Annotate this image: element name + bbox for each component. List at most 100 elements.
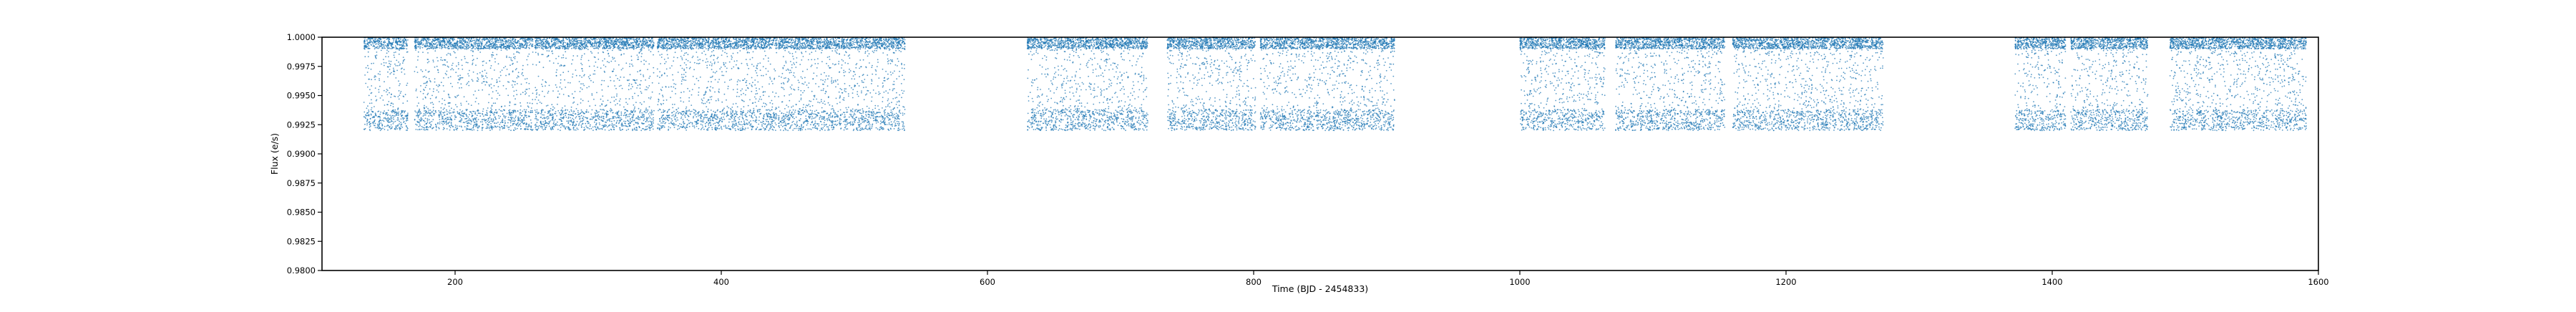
data-point bbox=[494, 61, 496, 63]
data-point bbox=[506, 55, 507, 57]
data-point bbox=[555, 84, 557, 86]
data-point bbox=[576, 41, 578, 42]
data-point bbox=[529, 39, 531, 41]
data-point bbox=[630, 59, 633, 62]
data-point bbox=[375, 47, 376, 49]
data-point bbox=[608, 39, 610, 41]
data-point bbox=[547, 123, 550, 125]
data-point bbox=[560, 74, 562, 76]
data-point bbox=[544, 125, 545, 127]
data-point bbox=[389, 62, 390, 64]
data-point bbox=[489, 59, 491, 62]
data-point bbox=[399, 127, 401, 130]
data-point bbox=[528, 53, 530, 55]
data-point bbox=[537, 119, 540, 121]
data-point bbox=[459, 117, 462, 118]
data-point bbox=[393, 69, 395, 71]
data-point bbox=[390, 97, 392, 98]
data-point bbox=[495, 118, 497, 120]
data-point bbox=[516, 77, 518, 79]
data-point bbox=[381, 125, 384, 127]
data-point bbox=[580, 102, 582, 104]
data-point bbox=[418, 44, 419, 45]
data-point bbox=[397, 107, 399, 109]
data-point bbox=[693, 125, 696, 127]
data-point bbox=[419, 46, 421, 48]
data-point bbox=[547, 115, 549, 117]
data-point bbox=[508, 126, 510, 128]
data-point bbox=[750, 123, 752, 125]
data-point bbox=[375, 95, 376, 97]
data-point bbox=[477, 80, 479, 82]
data-point bbox=[444, 122, 445, 125]
data-point bbox=[535, 127, 537, 129]
data-point bbox=[582, 45, 584, 47]
data-point bbox=[586, 109, 587, 111]
data-point bbox=[628, 39, 630, 42]
data-point bbox=[406, 127, 408, 129]
data-point bbox=[605, 113, 608, 115]
data-point bbox=[545, 117, 547, 119]
data-point bbox=[490, 83, 492, 85]
data-point bbox=[561, 57, 562, 59]
data-point bbox=[395, 45, 396, 47]
data-point bbox=[604, 58, 605, 60]
data-point bbox=[434, 81, 436, 83]
data-point bbox=[431, 39, 434, 41]
data-point bbox=[524, 40, 526, 42]
data-point bbox=[554, 124, 555, 126]
data-point bbox=[498, 77, 500, 79]
data-point bbox=[638, 37, 640, 39]
data-point bbox=[530, 122, 532, 124]
data-point bbox=[444, 43, 446, 45]
data-point bbox=[615, 99, 617, 101]
data-point bbox=[420, 112, 422, 114]
data-point bbox=[550, 107, 552, 109]
data-point bbox=[483, 45, 485, 47]
data-point bbox=[726, 67, 728, 69]
data-point bbox=[514, 120, 517, 122]
data-point bbox=[620, 117, 622, 119]
data-point bbox=[576, 42, 578, 44]
data-point bbox=[643, 42, 645, 44]
data-point bbox=[625, 125, 628, 127]
data-point bbox=[605, 39, 608, 42]
data-point bbox=[440, 41, 442, 43]
data-point bbox=[477, 130, 479, 132]
data-point bbox=[653, 117, 654, 119]
data-point bbox=[467, 38, 469, 39]
data-point bbox=[545, 105, 547, 107]
data-point bbox=[620, 123, 623, 125]
data-point bbox=[643, 76, 645, 77]
data-point bbox=[421, 70, 424, 72]
data-point bbox=[561, 64, 562, 67]
data-point bbox=[436, 57, 438, 59]
data-point bbox=[404, 42, 406, 44]
data-point bbox=[459, 77, 461, 79]
data-point bbox=[552, 90, 554, 92]
data-point bbox=[595, 62, 597, 63]
data-point bbox=[426, 59, 429, 60]
data-point bbox=[499, 80, 501, 82]
data-point bbox=[551, 104, 553, 106]
data-point bbox=[749, 99, 751, 101]
data-point bbox=[590, 124, 591, 126]
data-point bbox=[506, 125, 508, 127]
data-point bbox=[479, 72, 481, 74]
data-point bbox=[474, 39, 476, 42]
data-point bbox=[608, 42, 610, 43]
data-point bbox=[714, 122, 716, 125]
data-point bbox=[580, 62, 582, 64]
data-point bbox=[370, 44, 372, 45]
data-point bbox=[491, 78, 493, 80]
data-point bbox=[471, 130, 473, 131]
data-point bbox=[398, 90, 400, 92]
data-point bbox=[554, 44, 556, 46]
data-point bbox=[532, 52, 534, 53]
data-point bbox=[452, 112, 454, 114]
data-point bbox=[399, 92, 401, 94]
data-point bbox=[366, 40, 369, 42]
data-point bbox=[369, 102, 371, 104]
data-point bbox=[363, 116, 365, 118]
data-point bbox=[374, 122, 376, 125]
